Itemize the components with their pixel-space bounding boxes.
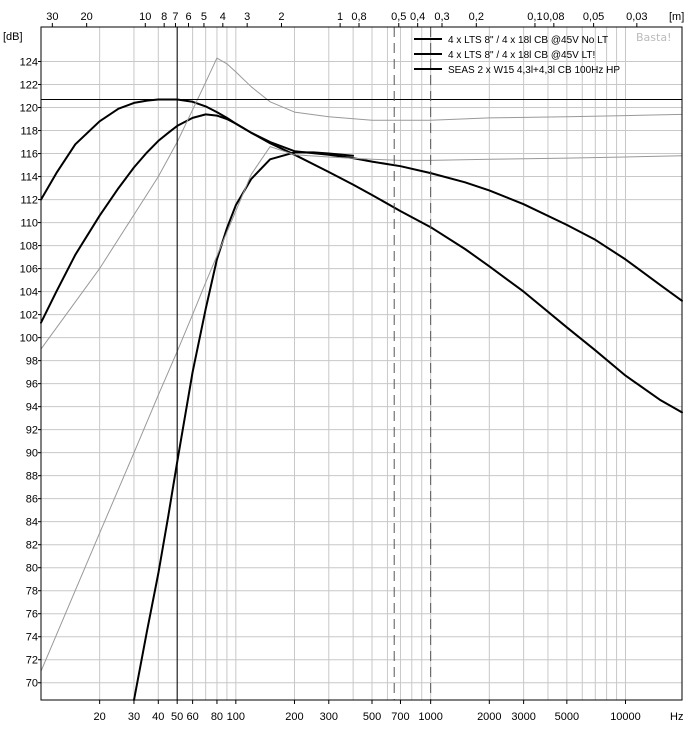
top-tick-label: 0,8: [351, 11, 366, 23]
y-tick-label: 122: [20, 80, 38, 92]
top-tick-label: 4: [220, 11, 226, 23]
x-tick-label: 60: [186, 711, 198, 723]
y-tick-label: 102: [20, 310, 38, 322]
y-tick-label: 94: [26, 402, 38, 414]
y-tick-label: 74: [26, 632, 38, 644]
top-tick-label: 20: [81, 11, 93, 23]
top-tick-label: 8: [161, 11, 167, 23]
x-tick-label: 10000: [610, 711, 641, 723]
y-tick-label: 114: [20, 172, 38, 184]
x-tick-label: 300: [320, 711, 338, 723]
top-tick-label: 0,1: [527, 11, 542, 23]
y-tick-label: 86: [26, 494, 38, 506]
x-tick-label: 100: [227, 711, 245, 723]
legend-label: 4 x LTS 8" / 4 x 18l CB @45V LT!: [448, 50, 595, 61]
series-line-2: [40, 113, 683, 414]
top-tick-label: 6: [185, 11, 191, 23]
x-tick-label: 500: [363, 711, 381, 723]
x-tick-label: 20: [94, 711, 106, 723]
y-tick-label: 106: [20, 264, 38, 276]
y-tick-label: 88: [26, 471, 38, 483]
x-tick-label: 50: [171, 711, 183, 723]
top-tick-label: 2: [278, 11, 284, 23]
series-line-5: [40, 146, 683, 672]
x-tick-label: 30: [128, 711, 140, 723]
top-tick-label: 7: [172, 11, 178, 23]
watermark: Basta!: [636, 31, 671, 44]
y-tick-label: 110: [20, 218, 38, 230]
curves: [40, 57, 683, 701]
y-tick-label: 116: [20, 149, 38, 161]
x-tick-label: 80: [211, 711, 223, 723]
x-tick-label: 200: [285, 711, 303, 723]
y-tick-label: 108: [20, 241, 38, 253]
y-tick-label: 92: [26, 425, 38, 437]
top-tick-label: 0,03: [626, 11, 647, 23]
y-tick-label: 90: [26, 448, 38, 460]
y-tick-label: 118: [20, 126, 38, 138]
y-tick-label: 104: [20, 287, 38, 299]
top-unit-label: [m]: [669, 11, 684, 23]
top-tick-label: 0,4: [410, 11, 425, 23]
y-unit-label: [dB]: [3, 31, 23, 43]
top-tick-label: 0,08: [543, 11, 564, 23]
y-tick-label: 80: [26, 563, 38, 575]
x-tick-label: 1000: [418, 711, 442, 723]
legend-label: SEAS 2 x W15 4,3l+4,3l CB 100Hz HP: [448, 65, 620, 76]
y-tick-label: 70: [26, 678, 38, 690]
x-tick-label: 2000: [477, 711, 501, 723]
series-line-4: [40, 57, 683, 350]
x-tick-label: 40: [152, 711, 164, 723]
y-tick-label: 100: [20, 333, 38, 345]
top-tick-label: 0,2: [469, 11, 484, 23]
x-unit-label: Hz: [670, 711, 683, 723]
x-tick-label: 5000: [555, 711, 579, 723]
grid: [41, 27, 682, 700]
y-tick-label: 76: [26, 609, 38, 621]
axes: [40, 26, 683, 701]
top-tick-label: 1: [337, 11, 343, 23]
y-tick-label: 84: [26, 517, 38, 529]
y-tick-label: 124: [20, 57, 38, 69]
top-tick-label: 3: [244, 11, 250, 23]
tick-labels: 7072747678808284868890929496981001021041…: [20, 11, 648, 723]
y-tick-label: 96: [26, 379, 38, 391]
x-tick-label: 700: [391, 711, 409, 723]
x-tick-label: 3000: [511, 711, 535, 723]
y-tick-label: 82: [26, 540, 38, 552]
legend-label: 4 x LTS 8" / 4 x 18l CB @45V No LT: [448, 35, 608, 46]
y-tick-label: 98: [26, 356, 38, 368]
top-tick-label: 0,05: [583, 11, 604, 23]
y-tick-label: 112: [20, 195, 38, 207]
y-tick-label: 72: [26, 655, 38, 667]
y-tick-label: 120: [20, 103, 38, 115]
top-tick-label: 0,5: [391, 11, 406, 23]
y-tick-label: 78: [26, 586, 38, 598]
plot-frame: [40, 26, 683, 701]
top-tick-label: 0,3: [434, 11, 449, 23]
reference-lines: [41, 27, 682, 700]
top-tick-label: 5: [201, 11, 207, 23]
legend: 4 x LTS 8" / 4 x 18l CB @45V No LT 4 x LT…: [414, 35, 620, 76]
top-tick-label: 10: [139, 11, 151, 23]
top-tick-label: 30: [46, 11, 58, 23]
